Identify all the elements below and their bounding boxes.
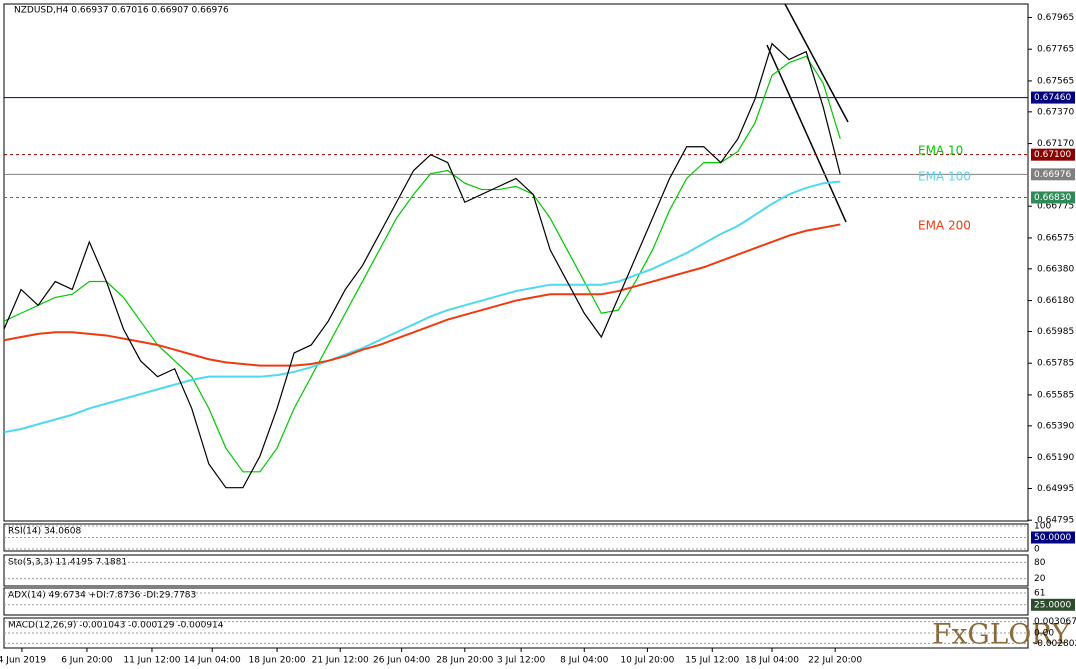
x-tick-label: 11 Jun 12:00	[123, 656, 180, 666]
panel-title: Sto(5,3,3) 11.4195 7.1881	[8, 558, 127, 568]
ema-line	[3, 55, 841, 473]
y-tick-label: 0.65190	[1037, 453, 1074, 463]
legend-label: EMA 200	[918, 219, 971, 233]
level-box	[1031, 91, 1075, 104]
x-tick-label: 21 Jun 12:00	[312, 656, 369, 666]
price-line	[3, 42, 841, 489]
sto-frame	[3, 554, 1029, 587]
adx-frame	[3, 587, 1029, 616]
panel-title: RSI(14) 34.0608	[8, 527, 81, 537]
y-tick-label: 0.67765	[1037, 45, 1074, 55]
level-box	[1031, 148, 1075, 161]
panel-tick-label: 0.003067	[1034, 617, 1076, 627]
level-box	[1031, 191, 1075, 204]
x-tick-label: 26 Jun 04:00	[373, 656, 430, 666]
panel-tick-label: 50.0000	[1034, 533, 1071, 543]
trend-line	[766, 44, 847, 223]
main-frame	[3, 3, 1029, 522]
x-tick-label: 18 Jul 04:00	[745, 656, 799, 666]
x-tick-label: 8 Jul 04:00	[560, 656, 609, 666]
chart-title: NZDUSD,H4 0.66937 0.67016 0.66907 0.6697…	[14, 6, 229, 16]
y-tick-label: 0.65985	[1037, 327, 1074, 337]
x-tick-label: 6 Jun 20:00	[61, 656, 113, 666]
panel-level-box	[1031, 598, 1075, 611]
x-tick-label: 3 Jul 12:00	[497, 656, 546, 666]
x-tick-label: 10 Jul 20:00	[620, 656, 674, 666]
y-tick-label: 0.65785	[1037, 359, 1074, 369]
panel-tick-label: 100	[1034, 522, 1051, 532]
panel-title: ADX(14) 49.6734 +DI:7.8736 -DI:29.7783	[8, 591, 196, 601]
legend-label: EMA 10	[918, 144, 963, 158]
level-box	[1031, 168, 1075, 181]
y-tick-label: 0.66575	[1037, 233, 1074, 243]
y-tick-label: 0.65390	[1037, 421, 1074, 431]
panel-tick-label: -0.002802	[1034, 639, 1076, 649]
y-tick-label: 0.67370	[1037, 107, 1074, 117]
panel-tick-label: 25.0000	[1034, 600, 1071, 610]
level-label: 0.67460	[1034, 93, 1071, 103]
level-label: 0.66976	[1034, 170, 1071, 180]
panel-tick-label: 80	[1034, 558, 1046, 568]
ema-line	[3, 180, 841, 434]
trend-line	[784, 3, 849, 123]
y-tick-label: 0.67565	[1037, 76, 1074, 86]
y-tick-label: 0.64995	[1037, 484, 1074, 494]
y-tick-label: 0.65585	[1037, 390, 1074, 400]
logo: FxGLORY	[932, 618, 1070, 651]
y-tick-label: 0.66775	[1037, 202, 1074, 212]
panel-tick-label: 0	[1034, 545, 1040, 555]
ema-line	[3, 223, 841, 367]
panel-tick-label: 20	[1034, 574, 1046, 584]
y-tick-label: 0.64795	[1037, 516, 1074, 526]
y-tick-label: 0.67170	[1037, 139, 1074, 149]
level-label: 0.66830	[1034, 193, 1071, 203]
x-tick-label: 28 Jun 20:00	[436, 656, 493, 666]
panel-title: MACD(12,26,9) -0.001043 -0.000129 -0.000…	[8, 621, 224, 631]
x-tick-label: 18 Jun 20:00	[248, 656, 305, 666]
y-tick-label: 0.66380	[1037, 264, 1074, 274]
panel-tick-label: 0.00	[1034, 629, 1054, 639]
y-tick-label: 0.66180	[1037, 296, 1074, 306]
x-tick-label: 15 Jul 12:00	[685, 656, 739, 666]
x-tick-label: 4 Jun 2019	[0, 656, 46, 666]
level-label: 0.67100	[1034, 150, 1071, 160]
x-tick-label: 14 Jun 04:00	[184, 656, 241, 666]
panel-level-box	[1031, 531, 1075, 544]
y-tick-label: 0.67965	[1037, 13, 1074, 23]
panel-tick-label: 61	[1034, 588, 1045, 598]
x-tick-label: 22 Jul 20:00	[808, 656, 862, 666]
legend-label: EMA 100	[918, 170, 971, 184]
